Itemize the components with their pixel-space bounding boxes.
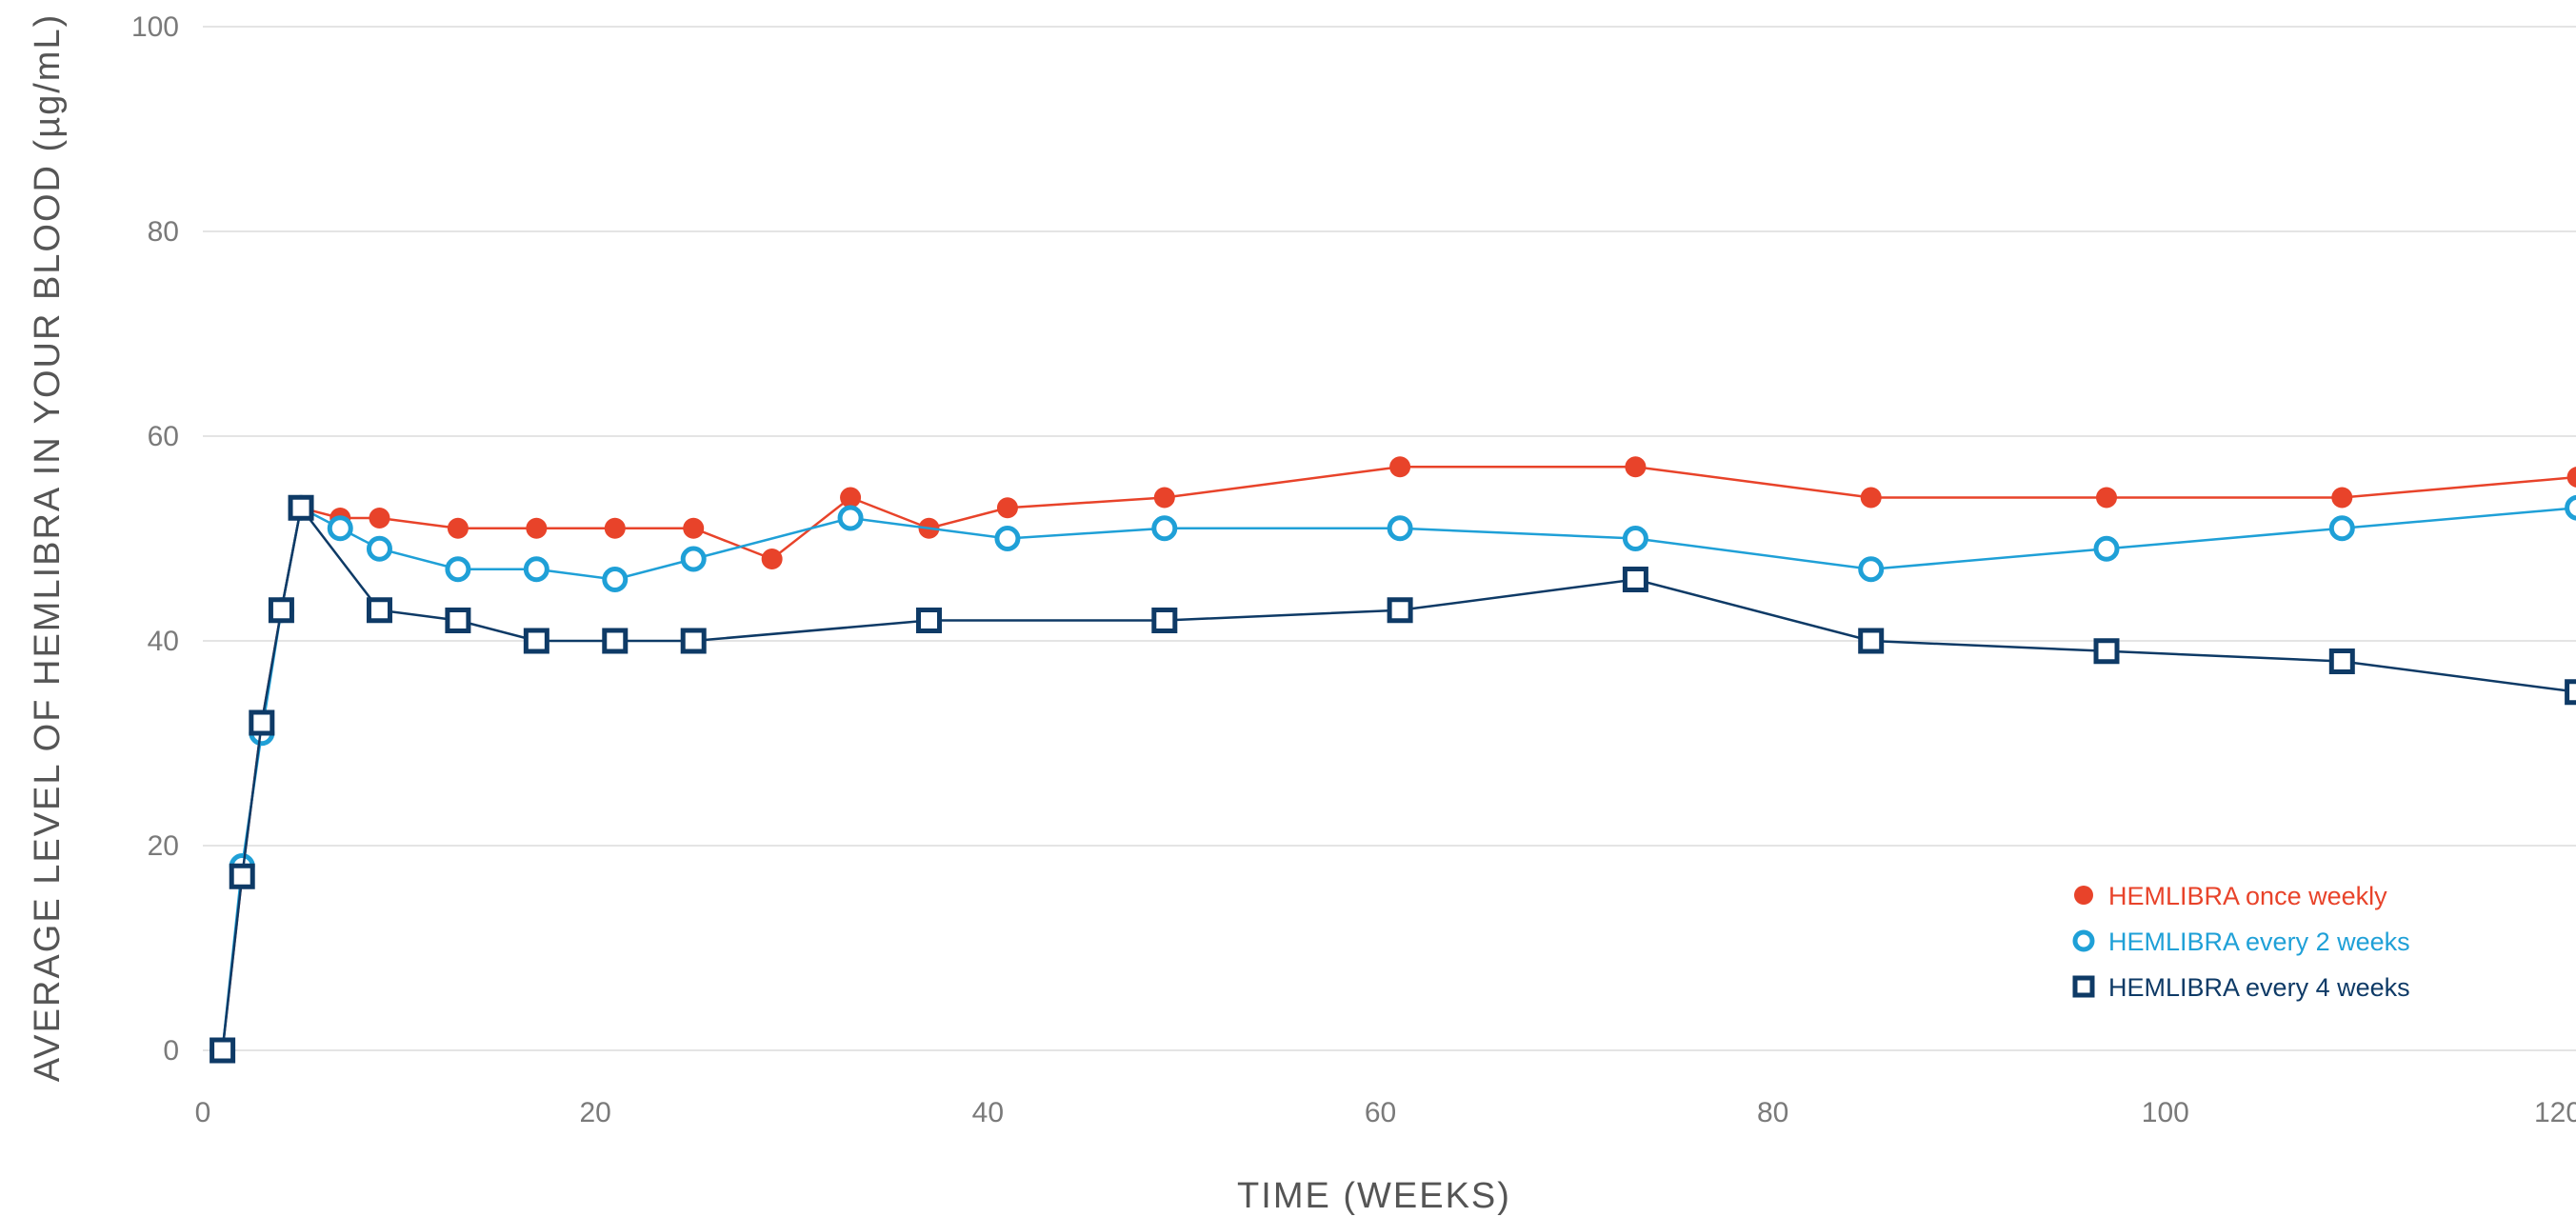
legend-label: HEMLIBRA every 2 weeks <box>2108 928 2410 956</box>
data-point <box>1151 515 1178 542</box>
data-point <box>604 517 626 539</box>
data-point <box>1860 487 1882 509</box>
data-point <box>1858 556 1885 583</box>
y-tick-label: 20 <box>148 830 179 862</box>
data-point <box>840 487 862 509</box>
data-point <box>445 608 471 633</box>
data-point <box>996 497 1018 519</box>
series-line <box>221 505 2576 1051</box>
x-tick-label: 120 <box>2534 1097 2576 1128</box>
data-point <box>526 517 548 539</box>
series-line <box>221 466 2576 1051</box>
x-axis-title: TIME (WEEKS) <box>1237 1176 1511 1216</box>
data-point <box>1151 608 1178 633</box>
legend-item: HEMLIBRA every 4 weeks <box>2072 973 2410 1002</box>
data-point <box>602 567 629 592</box>
data-point <box>2328 515 2355 542</box>
legend-label: HEMLIBRA every 4 weeks <box>2108 973 2410 1002</box>
data-point <box>761 549 783 569</box>
data-point <box>683 517 705 539</box>
data-point <box>2566 467 2576 488</box>
data-point <box>523 628 549 654</box>
data-point <box>602 628 629 654</box>
x-tick-label: 0 <box>195 1097 211 1128</box>
data-point <box>249 709 275 736</box>
data-point <box>680 546 707 572</box>
y-tick-label: 40 <box>148 626 179 657</box>
data-point <box>994 526 1021 551</box>
x-tick-label: 100 <box>2142 1097 2189 1128</box>
y-axis-title: AVERAGE LEVEL OF HEMLIBRA IN YOUR BLOOD … <box>28 13 68 1082</box>
legend-marker <box>2074 886 2093 905</box>
y-tick-label: 60 <box>148 421 179 452</box>
data-point <box>1858 628 1885 654</box>
y-tick-labels: 0 20 40 60 80 100 <box>131 11 179 1067</box>
data-point <box>2096 487 2118 509</box>
series-3 <box>210 494 2576 1064</box>
data-point <box>445 556 471 583</box>
legend-marker <box>2072 929 2095 952</box>
series-lines <box>210 456 2576 1064</box>
x-tick-label: 60 <box>1365 1097 1396 1128</box>
data-point <box>523 556 549 583</box>
data-point <box>1622 526 1648 551</box>
data-point <box>2565 494 2576 521</box>
legend: HEMLIBRA once weekly HEMLIBRA every 2 wee… <box>2072 882 2410 1002</box>
x-tick-label: 40 <box>972 1097 1004 1128</box>
data-point <box>2328 648 2355 674</box>
y-tick-label: 0 <box>163 1035 179 1067</box>
data-point <box>366 597 392 624</box>
data-point <box>916 608 943 633</box>
series-1 <box>211 456 2576 1061</box>
data-point <box>229 863 255 889</box>
data-point <box>369 508 390 529</box>
data-point <box>1387 515 1413 542</box>
data-point <box>1625 456 1647 478</box>
data-point <box>2565 679 2576 706</box>
data-point <box>210 1037 236 1064</box>
series-line <box>221 506 2576 1051</box>
y-tick-label: 80 <box>148 216 179 248</box>
data-point <box>1389 456 1411 478</box>
legend-item: HEMLIBRA once weekly <box>2074 882 2387 910</box>
legend-marker <box>2072 975 2095 998</box>
legend-item: HEMLIBRA every 2 weeks <box>2072 928 2410 956</box>
legend-label: HEMLIBRA once weekly <box>2108 882 2387 910</box>
data-point <box>2331 487 2353 509</box>
data-point <box>366 535 392 562</box>
data-point <box>837 505 864 531</box>
data-point <box>268 597 294 624</box>
y-tick-label: 100 <box>131 11 179 43</box>
data-point <box>1387 597 1413 624</box>
data-point <box>680 628 707 654</box>
data-point <box>2093 535 2120 562</box>
data-point <box>327 515 353 542</box>
data-point <box>447 517 469 539</box>
x-tick-labels: 0 20 40 60 80 100 120 <box>195 1097 2576 1128</box>
data-point <box>288 494 314 521</box>
x-tick-label: 20 <box>579 1097 610 1128</box>
data-point <box>1153 487 1175 509</box>
data-point <box>1622 567 1648 592</box>
x-tick-label: 80 <box>1757 1097 1788 1128</box>
data-point <box>2093 638 2120 665</box>
